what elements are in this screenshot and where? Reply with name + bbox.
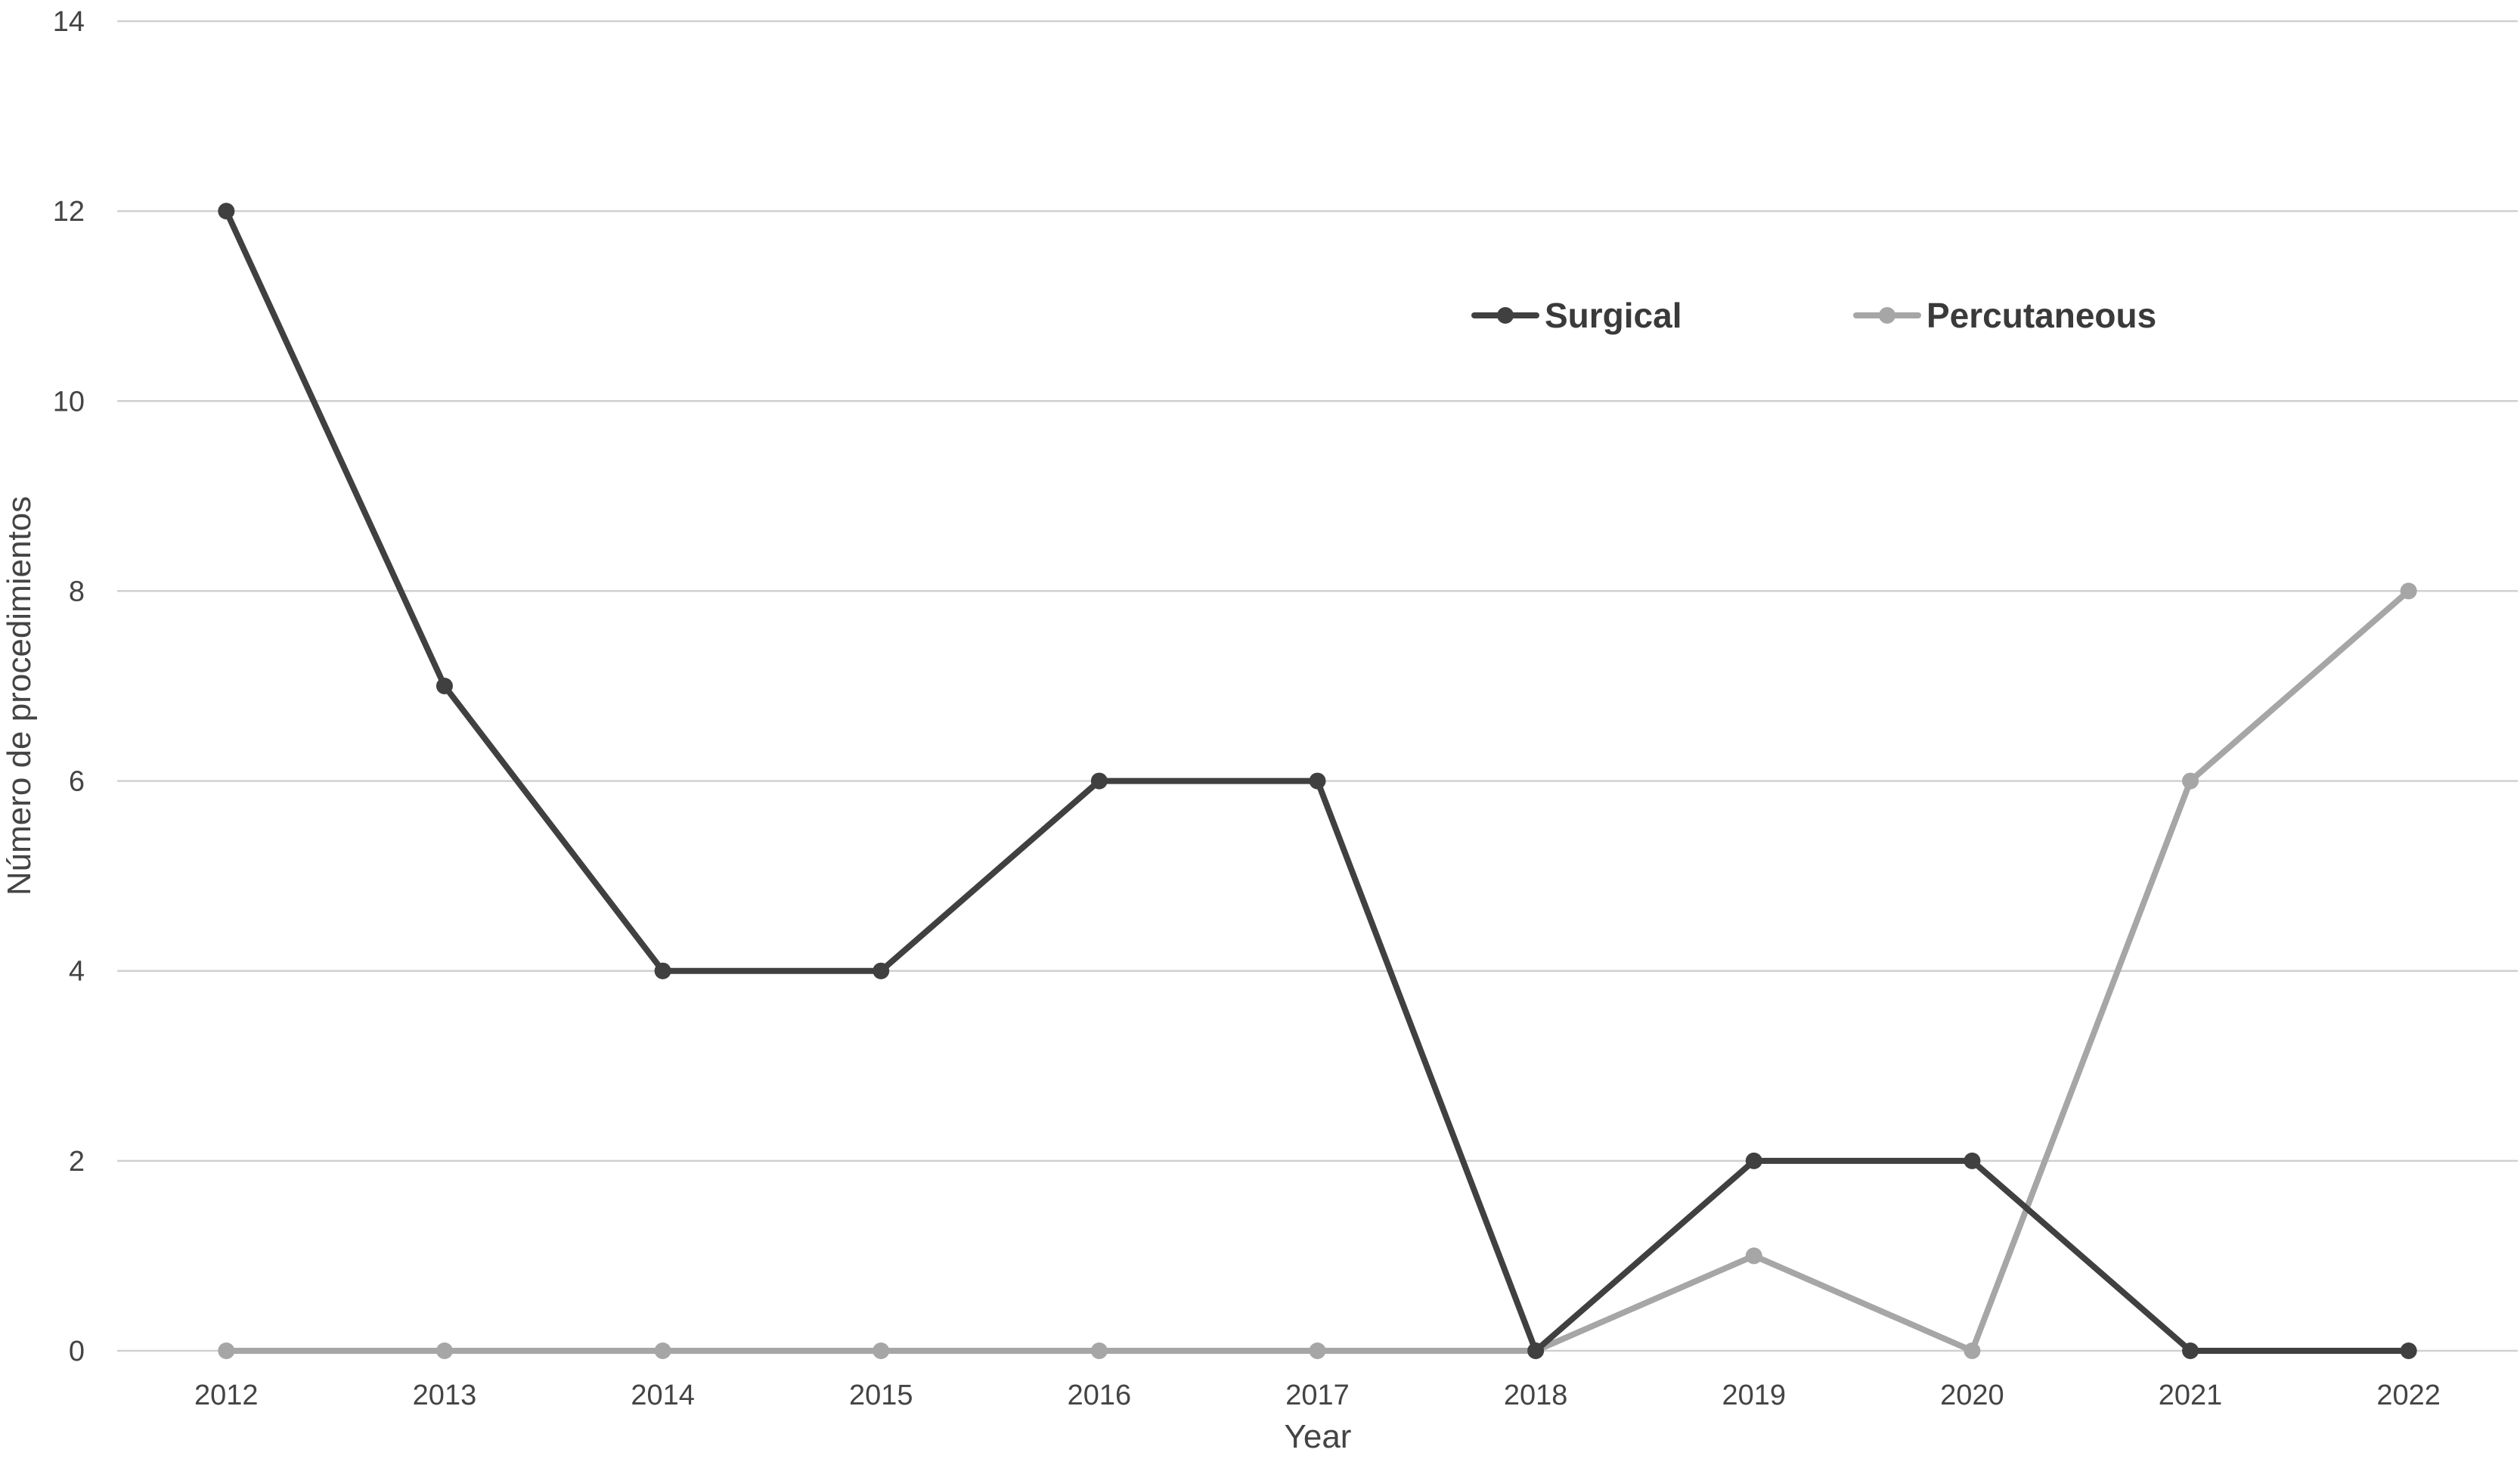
data-point-percutaneous bbox=[2182, 772, 2199, 790]
y-tick-label: 8 bbox=[69, 576, 85, 607]
legend: Surgical Percutaneous bbox=[1471, 296, 2156, 335]
y-axis-title: Número de procedimientos bbox=[1, 496, 38, 895]
legend-item-percutaneous: Percutaneous bbox=[1853, 296, 2156, 335]
y-tick-label: 10 bbox=[53, 386, 85, 417]
gridlines bbox=[117, 20, 2518, 1352]
data-point-percutaneous bbox=[1309, 1342, 1326, 1359]
legend-swatch-marker bbox=[1497, 307, 1514, 324]
data-point-surgical bbox=[435, 678, 453, 694]
x-tick-label: 2016 bbox=[1068, 1380, 1132, 1411]
y-tick-label: 14 bbox=[53, 6, 85, 38]
y-axis-ticks: 0 2 4 6 8 10 12 14 bbox=[53, 6, 85, 1367]
x-tick-label: 2018 bbox=[1504, 1380, 1568, 1411]
data-point-surgical bbox=[1745, 1152, 1762, 1169]
x-tick-label: 2014 bbox=[631, 1380, 695, 1411]
data-point-percutaneous bbox=[654, 1342, 671, 1359]
data-point-percutaneous bbox=[873, 1342, 890, 1359]
x-tick-label: 2013 bbox=[413, 1380, 477, 1411]
legend-swatch-marker bbox=[1879, 307, 1895, 324]
y-tick-label: 2 bbox=[69, 1146, 85, 1178]
x-tick-label: 2019 bbox=[1722, 1380, 1786, 1411]
data-point-surgical bbox=[873, 962, 890, 979]
data-point-percutaneous bbox=[1964, 1342, 1981, 1359]
x-axis-ticks: 2012 2013 2014 2015 2016 2017 2018 2019 2020 2021… bbox=[194, 1380, 2441, 1411]
series-surgical bbox=[218, 203, 2417, 1359]
y-tick-label: 6 bbox=[69, 766, 85, 798]
y-tick-label: 12 bbox=[53, 196, 85, 228]
data-point-surgical bbox=[218, 203, 235, 220]
data-point-surgical bbox=[1964, 1152, 1981, 1169]
x-tick-label: 2017 bbox=[1285, 1380, 1350, 1411]
legend-label: Surgical bbox=[1545, 296, 1682, 335]
legend-label: Percutaneous bbox=[1926, 296, 2156, 335]
data-point-surgical bbox=[1090, 772, 1108, 790]
data-point-surgical bbox=[1309, 772, 1326, 790]
data-point-percutaneous bbox=[2400, 582, 2417, 600]
x-tick-label: 2021 bbox=[2159, 1380, 2223, 1411]
x-tick-label: 2020 bbox=[1940, 1380, 2004, 1411]
x-axis-title: Year bbox=[1285, 1418, 1352, 1455]
series-percutaneous bbox=[218, 582, 2417, 1359]
series-group bbox=[218, 203, 2417, 1359]
data-point-surgical bbox=[654, 962, 671, 979]
x-tick-label: 2022 bbox=[2376, 1380, 2441, 1411]
data-point-percutaneous bbox=[435, 1342, 453, 1359]
data-point-percutaneous bbox=[1090, 1342, 1108, 1359]
y-tick-label: 4 bbox=[69, 956, 85, 988]
data-point-percutaneous bbox=[1745, 1247, 1762, 1265]
data-point-surgical bbox=[2400, 1342, 2417, 1359]
x-tick-label: 2015 bbox=[849, 1380, 913, 1411]
legend-item-surgical: Surgical bbox=[1471, 296, 1682, 335]
x-tick-label: 2012 bbox=[194, 1380, 259, 1411]
y-tick-label: 0 bbox=[69, 1336, 85, 1367]
data-point-surgical bbox=[2182, 1342, 2199, 1359]
data-point-percutaneous bbox=[218, 1342, 235, 1359]
data-point-surgical bbox=[1527, 1342, 1545, 1359]
